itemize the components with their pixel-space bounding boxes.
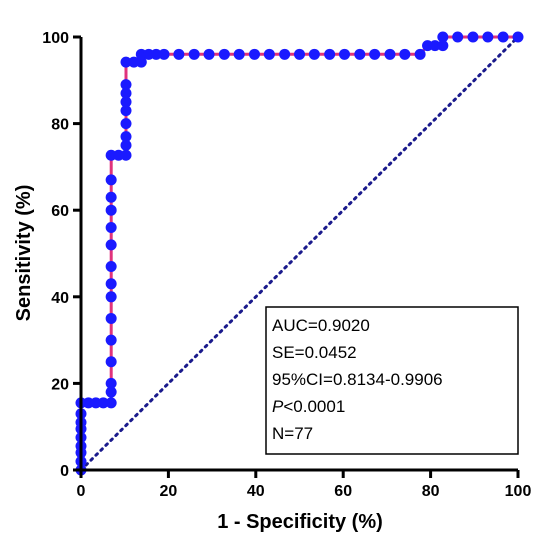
roc-point [158, 48, 170, 60]
roc-point [105, 386, 117, 398]
roc-point [135, 56, 147, 68]
roc-point [308, 48, 320, 60]
roc-point [339, 48, 351, 60]
y-axis-ticks: 0 20 40 60 80 100 [42, 30, 81, 480]
roc-point [437, 31, 449, 43]
roc-point [437, 40, 449, 52]
roc-point [105, 291, 117, 303]
roc-point [105, 260, 117, 272]
x-axis-ticks: 0 20 40 60 80 100 [77, 470, 532, 500]
roc-point [105, 397, 117, 409]
x-tick-label: 60 [334, 483, 352, 500]
x-tick-label: 40 [247, 483, 265, 500]
y-tick-label: 20 [51, 376, 69, 393]
y-axis-title: Sensitivity (%) [13, 185, 35, 322]
roc-point [467, 31, 479, 43]
roc-point [188, 48, 200, 60]
roc-point [120, 149, 132, 161]
stat-n: N=77 [272, 424, 313, 443]
roc-point [120, 56, 132, 68]
x-tick-label: 100 [505, 483, 532, 500]
roc-point [173, 48, 185, 60]
roc-point [120, 105, 132, 117]
x-tick-label: 20 [160, 483, 178, 500]
roc-point [203, 48, 215, 60]
roc-point [233, 48, 245, 60]
stat-p-symbol: P [272, 397, 284, 416]
roc-point [105, 377, 117, 389]
roc-point [263, 48, 275, 60]
roc-point [452, 31, 464, 43]
stat-auc: AUC=0.9020 [272, 316, 370, 335]
y-tick-label: 100 [42, 30, 69, 47]
x-tick-label: 80 [422, 483, 440, 500]
roc-point [279, 48, 291, 60]
roc-point [105, 191, 117, 203]
roc-point [120, 96, 132, 108]
y-tick-label: 60 [51, 203, 69, 220]
x-tick-label: 0 [77, 483, 86, 500]
stat-ci: 95%CI=0.8134-0.9906 [272, 370, 443, 389]
roc-point [248, 48, 260, 60]
roc-point [105, 278, 117, 290]
roc-point [105, 222, 117, 234]
y-tick-label: 80 [51, 117, 69, 134]
roc-point [512, 31, 524, 43]
roc-point [105, 204, 117, 216]
roc-point [482, 31, 494, 43]
roc-point [294, 48, 305, 60]
stats-box: AUC=0.9020 SE=0.0452 95%CI=0.8134-0.9906… [265, 306, 519, 455]
stat-p: P<0.0001 [272, 397, 345, 416]
roc-point [105, 334, 117, 346]
x-axis-title: 1 - Specificity (%) [217, 511, 383, 533]
roc-point [429, 40, 441, 52]
roc-point [105, 312, 117, 324]
roc-point [324, 48, 336, 60]
roc-point [120, 131, 132, 143]
roc-point [105, 174, 117, 186]
stats-box-border [265, 306, 519, 455]
stat-se: SE=0.0452 [272, 343, 357, 362]
roc-point [150, 48, 162, 60]
roc-point [120, 118, 132, 130]
reference-diagonal-line [79, 35, 520, 472]
roc-point [497, 31, 509, 43]
y-tick-label: 40 [51, 290, 69, 307]
roc-point [414, 48, 426, 60]
y-tick-label: 0 [60, 463, 69, 480]
roc-point [354, 48, 366, 60]
roc-point [105, 356, 117, 368]
roc-point [399, 48, 411, 60]
roc-curve-points [75, 31, 524, 476]
roc-point [120, 139, 132, 151]
roc-point [218, 48, 230, 60]
roc-point [120, 79, 132, 91]
roc-point [120, 87, 132, 99]
roc-point [384, 48, 396, 60]
roc-point [97, 397, 109, 409]
roc-point [369, 48, 381, 60]
stat-p-value: <0.0001 [283, 397, 345, 416]
roc-point [105, 239, 117, 251]
